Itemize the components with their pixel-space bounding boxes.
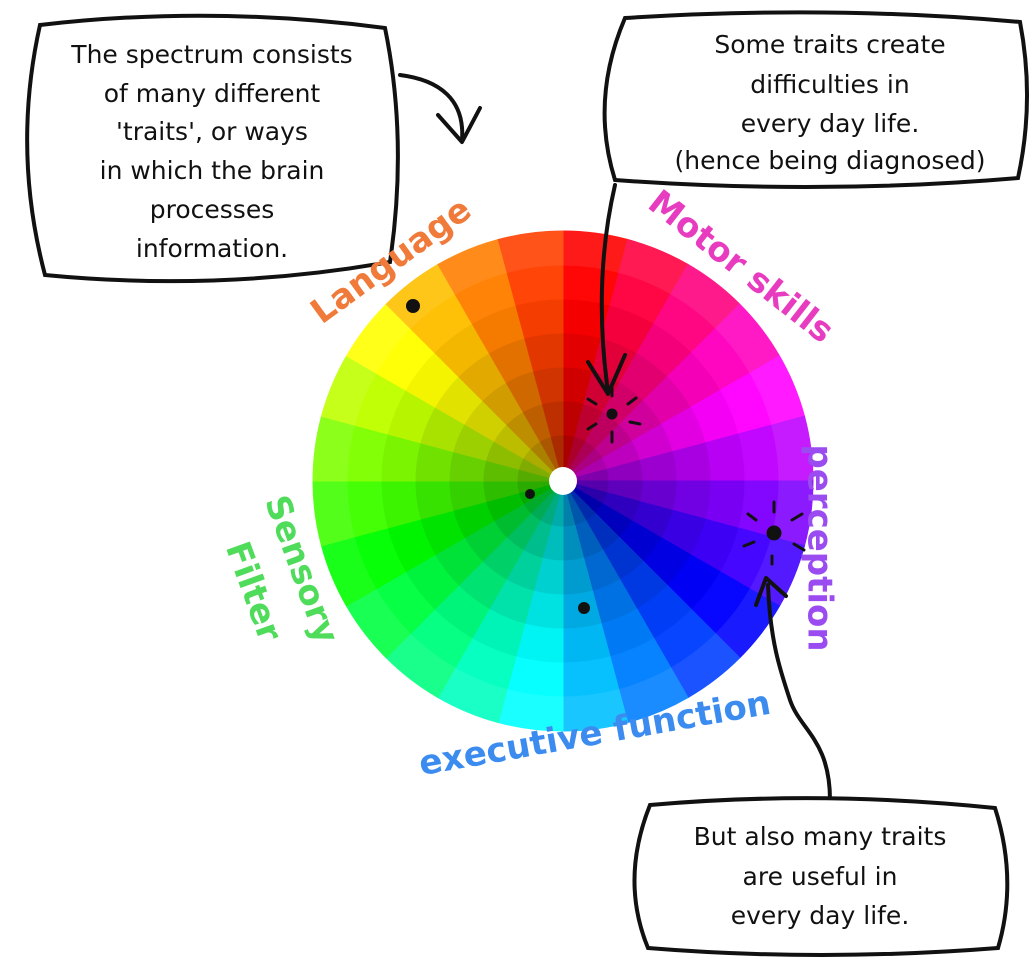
dot <box>578 602 590 614</box>
callout-line: every day life. <box>731 901 910 930</box>
callout-line: of many different <box>104 79 321 108</box>
wheel-segment <box>347 481 387 537</box>
wheel-segment <box>739 425 779 481</box>
callout-line: in which the brain <box>100 156 325 185</box>
wheel-segment <box>381 481 420 528</box>
wheel-segment <box>563 265 619 305</box>
callout-line: But also many traits <box>694 822 947 851</box>
callout-line: are useful in <box>743 862 898 891</box>
callout-line: Some traits create <box>714 30 945 59</box>
illustration: The spectrum consists of many different … <box>0 0 1030 966</box>
dot <box>525 489 535 499</box>
wheel-segment <box>563 624 610 663</box>
callout-line: (hence being diagnosed) <box>675 146 986 175</box>
callout-line: information. <box>136 234 288 263</box>
callout-line: difficulties in <box>750 70 909 99</box>
callout-line: every day life. <box>741 109 920 138</box>
callout: But also many traits are useful in every… <box>634 798 1007 955</box>
callout-line: processes <box>150 195 274 224</box>
trait-label: perception <box>800 444 840 651</box>
wheel-segment <box>347 425 387 481</box>
wheel-segment <box>507 265 563 305</box>
wheel-segment <box>516 299 563 338</box>
callout: Some traits create difficulties in every… <box>605 12 1027 187</box>
callout-line: 'traits', or ways <box>116 117 308 146</box>
callout: The spectrum consists of many different … <box>27 16 398 281</box>
wheel-center <box>549 467 577 495</box>
dot <box>406 299 420 313</box>
callout-line: The spectrum consists <box>70 40 352 69</box>
wheel-segment <box>706 434 745 481</box>
wheel-segment <box>507 657 563 697</box>
wheel-segment <box>563 657 619 697</box>
